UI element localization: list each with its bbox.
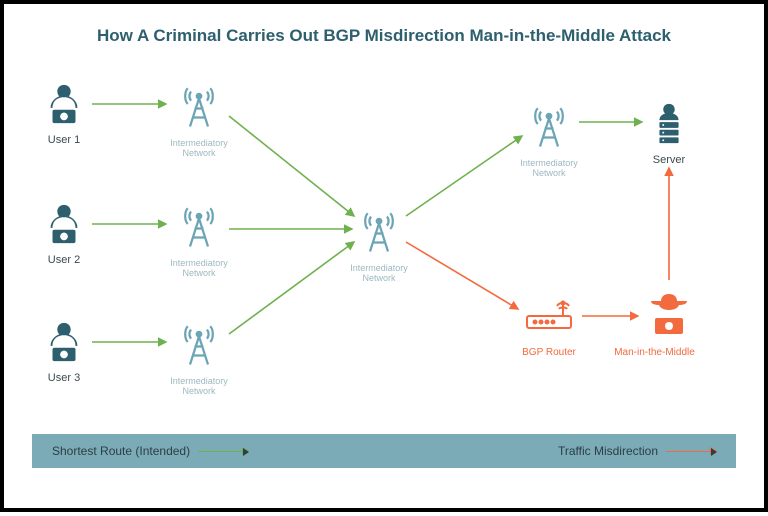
node-label-attacker: Man-in-the-Middle [600,347,710,359]
legend-label-intended: Shortest Route (Intended) [52,444,190,458]
attacker-icon [643,288,695,345]
tower-icon [172,315,226,374]
node-label-towerTR: Intermediatory Network [520,158,578,179]
user-icon [41,201,87,252]
legend-item-misdirection: Traffic Misdirection [558,444,716,458]
diagram-frame: How A Criminal Carries Out BGP Misdirect… [0,0,768,512]
user-icon [41,319,87,370]
edge-tower1-towerC [229,116,354,216]
node-label-tower3: Intermediatory Network [170,376,228,397]
node-user2: User 2 [41,201,87,267]
server-icon [646,101,692,152]
edge-towerC-towerTR [406,136,522,216]
tower-icon [172,77,226,136]
node-user1: User 1 [41,81,87,147]
legend-label-misdirection: Traffic Misdirection [558,444,658,458]
edge-tower3-towerC [229,242,354,334]
tower-icon [352,202,406,261]
node-router: BGP Router [523,288,575,359]
node-towerTR: Intermediatory Network [522,97,576,179]
node-label-user3: User 3 [48,372,80,385]
tower-icon [522,97,576,156]
legend-item-intended: Shortest Route (Intended) [52,444,248,458]
diagram-title: How A Criminal Carries Out BGP Misdirect… [4,26,764,46]
legend-line-green [198,451,248,452]
node-server: Server [646,101,692,167]
node-attacker: Man-in-the-Middle [643,288,695,359]
node-tower2: Intermediatory Network [172,197,226,279]
node-user3: User 3 [41,319,87,385]
node-label-user1: User 1 [48,134,80,147]
node-tower1: Intermediatory Network [172,77,226,159]
node-label-tower2: Intermediatory Network [170,258,228,279]
node-label-towerC: Intermediatory Network [350,263,408,284]
router-icon [523,288,575,345]
node-tower3: Intermediatory Network [172,315,226,397]
node-label-server: Server [653,154,685,167]
node-label-router: BGP Router [522,347,576,359]
edge-towerC-router [406,242,518,309]
node-label-user2: User 2 [48,254,80,267]
legend-bar: Shortest Route (Intended) Traffic Misdir… [32,434,736,468]
node-label-tower1: Intermediatory Network [170,138,228,159]
tower-icon [172,197,226,256]
legend-line-orange [666,451,716,452]
user-icon [41,81,87,132]
node-towerC: Intermediatory Network [352,202,406,284]
